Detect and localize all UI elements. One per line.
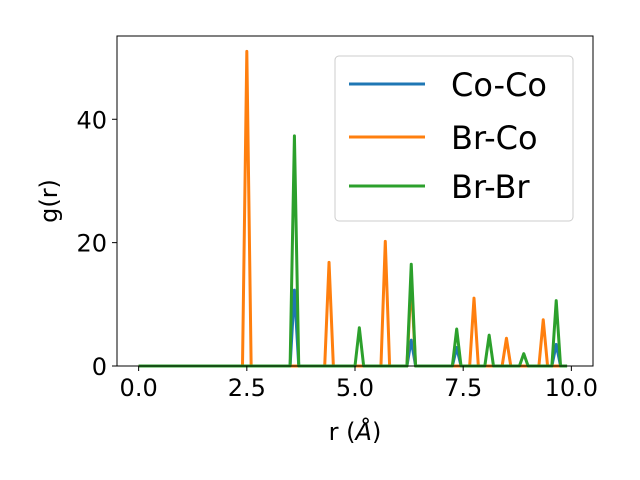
legend: Co-Co Br-Co Br-Br [334, 55, 574, 222]
x-tick-label: 0.0 [120, 374, 158, 402]
x-tick-label: 5.0 [336, 374, 374, 402]
legend-label-co-co: Co-Co [451, 66, 547, 104]
ticks-layer: 0.0 2.5 5.0 7.5 10.0 0 20 40 [76, 106, 598, 402]
x-tick-label: 7.5 [444, 374, 482, 402]
y-axis-label: g(r) [35, 179, 63, 223]
legend-box [334, 55, 574, 222]
legend-label-br-br: Br-Br [451, 168, 530, 206]
y-tick-label: 40 [76, 106, 107, 134]
y-tick-label: 20 [76, 230, 107, 258]
x-axis-label: r (Å) [329, 417, 382, 446]
y-tick-label: 0 [92, 353, 107, 381]
legend-label-br-co: Br-Co [451, 119, 538, 157]
x-tick-label: 10.0 [545, 374, 598, 402]
x-tick-label: 2.5 [228, 374, 266, 402]
